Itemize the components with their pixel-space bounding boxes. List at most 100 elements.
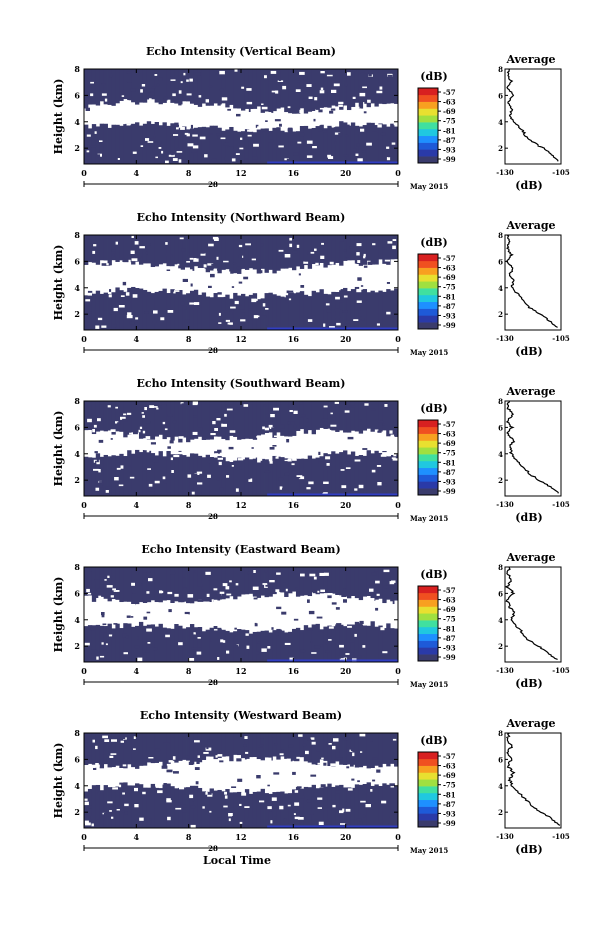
speckle-cell [191, 447, 196, 450]
avg-profile-line [505, 234, 558, 328]
echo-cell [135, 288, 140, 330]
speckle-cell [362, 86, 367, 89]
speckle-cell [325, 650, 330, 653]
echo-cell [374, 733, 379, 766]
speckle-cell [273, 94, 280, 98]
echo-cell [343, 626, 348, 662]
speckle-cell [312, 315, 316, 318]
echo-cell [213, 790, 218, 828]
speckle-cell [158, 597, 163, 599]
echo-cell [362, 455, 368, 496]
speckle-cell [320, 489, 324, 493]
colorbar-swatch [418, 758, 438, 766]
speckle-cell [392, 245, 396, 250]
echo-cell [186, 567, 191, 604]
speckle-cell [145, 251, 148, 255]
speckle-cell [223, 805, 228, 808]
echo-cell [193, 289, 199, 330]
speckle-cell [236, 113, 241, 117]
x-tick-label: 8 [186, 334, 192, 344]
echo-cell [307, 128, 313, 164]
colorbar-frame [417, 419, 439, 496]
speckle-cell [305, 750, 309, 755]
avg-y-tick-label: 6 [498, 91, 503, 100]
echo-cell [158, 788, 163, 828]
speckle-cell [392, 239, 397, 241]
speckle-cell [377, 430, 382, 433]
echo-cell [107, 623, 112, 662]
echo-cell [103, 401, 108, 432]
echo-cell [284, 297, 289, 330]
speckle-cell [238, 254, 243, 258]
echo-cell [95, 235, 101, 265]
speckle-cell [190, 488, 194, 492]
speckle-cell [255, 651, 260, 655]
echo-cell [362, 784, 368, 828]
speckle-cell [98, 469, 101, 473]
speckle-cell [236, 304, 242, 306]
speckle-cell [204, 154, 208, 158]
speckle-cell [197, 427, 203, 431]
echo-cell [386, 567, 391, 600]
speckle-cell [96, 461, 100, 465]
speckle-cell [217, 457, 223, 460]
speckle-cell [167, 816, 171, 821]
echo-cell [248, 131, 254, 164]
speckle-cell [356, 252, 360, 256]
echo-cell [252, 631, 258, 662]
speckle-cell [368, 584, 374, 586]
speckle-cell [354, 459, 361, 462]
echo-cell [209, 457, 214, 496]
avg-x-tick-label: -105 [552, 500, 570, 509]
echo-cell [174, 122, 179, 164]
echo-cell [378, 401, 383, 432]
speckle-cell [236, 407, 240, 410]
speckle-cell [102, 623, 107, 626]
echo-cell [178, 454, 183, 496]
speckle-cell [205, 617, 209, 621]
echo-cell [248, 294, 254, 330]
speckle-cell [129, 476, 135, 479]
echo-cell [119, 628, 124, 662]
echo-cell [362, 401, 368, 431]
echo-cell [264, 293, 269, 330]
speckle-cell [145, 779, 150, 782]
speckle-cell [197, 600, 204, 602]
speckle-cell [179, 119, 185, 122]
speckle-cell [88, 236, 91, 240]
speckle-cell [150, 272, 156, 276]
speckle-cell [356, 108, 362, 110]
speckle-cell [343, 249, 347, 252]
speckle-cell [214, 615, 219, 617]
speckle-cell [183, 587, 187, 590]
echo-cell [315, 126, 320, 164]
echo-cell [229, 461, 234, 496]
speckle-cell [180, 402, 184, 405]
echo-cell [135, 733, 140, 769]
echo-cell [103, 292, 108, 330]
colorbar-frame [417, 585, 439, 662]
echo-cell [138, 125, 144, 164]
echo-cell [394, 628, 399, 662]
speckle-cell [127, 412, 132, 415]
speckle-cell [318, 270, 324, 273]
speckle-cell [292, 250, 298, 254]
echo-cell [244, 457, 250, 496]
speckle-cell [177, 276, 182, 280]
speckle [84, 733, 397, 829]
speckle-cell [317, 773, 323, 777]
speckle-cell [194, 72, 201, 76]
speckle-cell [122, 633, 128, 638]
speckle-cell [360, 489, 364, 493]
speckle-cell [198, 434, 203, 437]
speckle-cell [310, 251, 315, 254]
speckle-cell [125, 113, 132, 116]
echo-cell [307, 296, 313, 330]
speckle-cell [357, 820, 360, 825]
speckle-cell [94, 451, 98, 454]
y-axis-label: Height (km) [52, 743, 65, 819]
echo-cell [378, 733, 383, 768]
echo-cell [237, 401, 242, 440]
speckle-cell [202, 288, 208, 291]
echo-cell [339, 121, 344, 164]
